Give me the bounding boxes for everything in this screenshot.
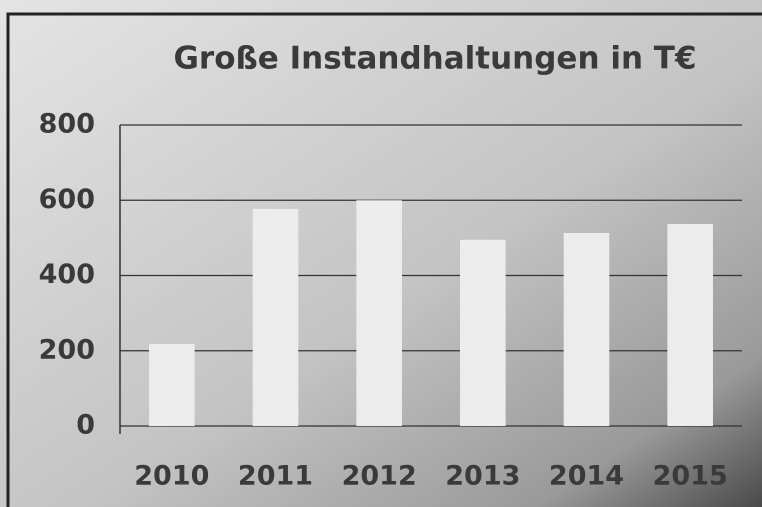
y-tick-label: 200 [39,334,95,365]
y-tick-label: 600 [39,184,95,215]
x-tick-label: 2011 [238,461,313,492]
x-tick-label: 2013 [445,461,520,492]
frame [6,12,762,507]
bar [149,343,195,426]
bar [667,223,713,426]
y-tick-label: 800 [39,109,95,140]
bar [252,208,299,426]
x-tick-label: 2014 [549,461,624,492]
x-tick-label: 2015 [653,461,728,492]
x-tick-label: 2012 [342,461,417,492]
bar [563,232,610,426]
bar [356,200,402,426]
y-tick-label: 0 [76,410,95,441]
chart-title: Große Instandhaltungen in T€ [173,41,696,77]
y-tick-label: 400 [39,259,95,290]
bar [460,239,506,426]
x-tick-label: 2010 [134,461,209,492]
